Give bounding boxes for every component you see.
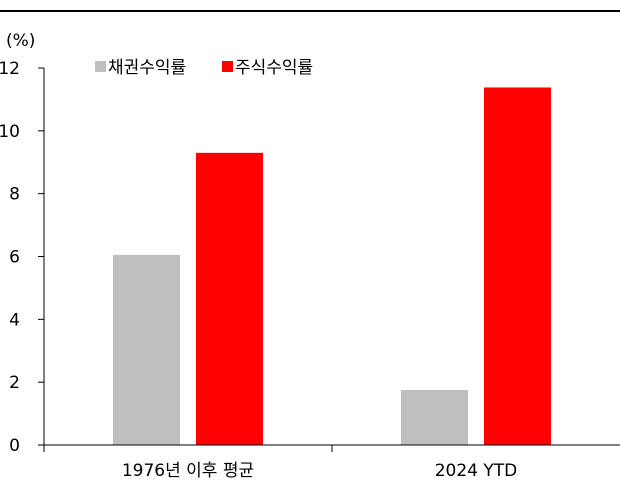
legend-swatch-stock [222,61,233,72]
legend-swatch-bond [95,61,106,72]
y-tick-label: 10 [0,122,20,142]
legend-label-bond: 채권수익률 [108,58,186,78]
y-tick-label: 2 [9,373,20,393]
y-unit-label: (%) [6,31,35,51]
x-category-label: 2024 YTD [435,461,518,481]
y-tick-label: 12 [0,59,20,79]
y-tick-label: 8 [9,185,20,205]
bar-bond-1 [401,390,468,445]
bar-bond-0 [113,254,180,445]
x-category-label: 1976년 이후 평균 [122,461,254,481]
legend: 채권수익률 주식수익률 [95,58,313,78]
y-tick-label: 0 [9,436,20,456]
y-axis: 0 2 4 6 8 10 12 [0,59,45,456]
legend-label-stock: 주식수익률 [235,58,313,78]
bar-stock-0 [196,152,263,445]
bar-stock-1 [484,87,551,445]
bars-group [113,87,551,445]
x-axis: 1976년 이후 평균 2024 YTD [43,444,620,481]
y-tick-label: 4 [9,310,20,330]
y-tick-label: 6 [9,248,20,268]
